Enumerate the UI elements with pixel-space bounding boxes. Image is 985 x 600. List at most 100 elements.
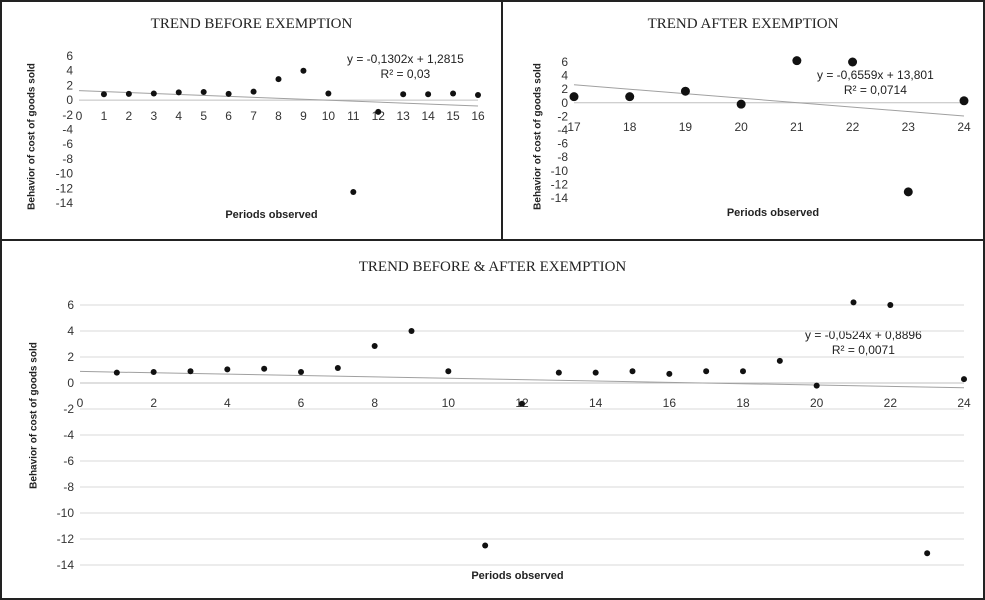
x-tick-label: 16 [663, 396, 677, 410]
data-point [175, 89, 182, 96]
x-tick-label: 2 [150, 396, 157, 410]
data-point [275, 76, 282, 83]
x-tick-label: 15 [446, 109, 460, 123]
x-tick-label: 2 [126, 109, 133, 123]
x-tick-label: 7 [250, 109, 257, 123]
x-tick-label: 10 [322, 109, 336, 123]
y-tick-label: -6 [557, 137, 568, 151]
trend-equation: y = -0,1302x + 1,2815 R² = 0,03 [347, 52, 464, 82]
y-tick-label: -8 [63, 480, 74, 494]
data-point [887, 302, 894, 308]
x-tick-label: 23 [902, 120, 916, 134]
x-tick-label: 0 [77, 396, 84, 410]
data-point [350, 188, 357, 195]
data-point [125, 90, 132, 97]
x-tick-label: 4 [175, 109, 182, 123]
data-point [298, 368, 304, 375]
data-point [150, 90, 157, 97]
y-tick-label: -4 [63, 428, 74, 442]
data-point [592, 369, 599, 376]
y-tick-label: -10 [57, 506, 75, 520]
data-point [300, 67, 307, 74]
data-point [792, 56, 802, 66]
data-point [625, 92, 635, 102]
x-tick-label: 13 [397, 109, 411, 123]
x-axis-label: Periods observed [471, 570, 564, 582]
data-point [555, 369, 562, 376]
y-tick-label: -8 [62, 152, 73, 166]
data-point [371, 342, 378, 349]
y-tick-label: -4 [62, 123, 73, 137]
y-tick-label: 0 [66, 93, 73, 107]
x-tick-label: 11 [347, 109, 360, 123]
data-point [924, 550, 931, 557]
data-point [150, 368, 157, 375]
data-point [903, 187, 913, 197]
chart-title: TREND AFTER EXEMPTION [647, 16, 839, 32]
data-point [680, 86, 690, 96]
y-tick-label: -2 [62, 108, 73, 122]
data-point [740, 368, 746, 375]
y-tick-label: -12 [551, 177, 569, 191]
data-point [475, 91, 481, 98]
data-point [400, 91, 407, 98]
data-point [848, 57, 858, 67]
r-squared-text: R² = 0,0071 [831, 343, 895, 357]
data-point [736, 99, 746, 109]
r-squared-text: R² = 0,0714 [843, 83, 907, 97]
y-tick-label: 2 [67, 350, 74, 364]
data-point [813, 382, 820, 389]
data-point [408, 328, 415, 334]
y-tick-label: -4 [557, 123, 568, 137]
chart-plot-combined: 6420-2-4-6-8-10-12-140246810121416182022… [57, 298, 971, 572]
y-tick-label: -2 [557, 109, 568, 123]
data-point [325, 90, 332, 97]
data-point [629, 368, 636, 375]
data-point [519, 400, 525, 407]
chart-panel-combined: TREND BEFORE & AFTER EXEMPTION Behavior … [0, 239, 985, 600]
data-point [450, 90, 457, 97]
y-tick-label: -8 [557, 150, 568, 164]
r-squared-text: R² = 0,03 [380, 67, 431, 81]
x-tick-label: 20 [810, 396, 824, 410]
y-tick-label: 4 [561, 69, 568, 83]
y-tick-label: -6 [62, 137, 73, 151]
equation-text: y = -0,1302x + 1,2815 [347, 52, 464, 66]
x-axis-label: Periods observed [225, 209, 318, 221]
data-point [375, 108, 382, 115]
y-tick-label: -2 [63, 402, 74, 416]
x-tick-label: 22 [884, 396, 898, 410]
y-tick-label: 0 [561, 96, 568, 110]
x-tick-label: 12 [372, 109, 386, 123]
x-tick-label: 17 [567, 120, 581, 134]
x-tick-label: 21 [790, 120, 804, 134]
y-tick-label: -12 [57, 532, 75, 546]
data-point [425, 91, 432, 98]
data-point [959, 96, 969, 106]
data-point [666, 370, 673, 377]
equation-text: y = -0,6559x + 13,801 [817, 68, 934, 82]
x-tick-label: 0 [76, 109, 83, 123]
data-point [200, 89, 207, 96]
data-point [703, 368, 710, 375]
y-tick-label: 6 [66, 49, 73, 63]
chart-title: TREND BEFORE & AFTER EXEMPTION [358, 259, 627, 275]
x-tick-label: 24 [957, 120, 971, 134]
data-point [850, 299, 857, 306]
x-tick-label: 9 [300, 109, 307, 123]
x-tick-label: 6 [225, 109, 232, 123]
y-tick-label: -12 [56, 181, 74, 195]
x-tick-label: 14 [421, 109, 435, 123]
data-point [250, 88, 257, 95]
chart-title: TREND BEFORE EXEMPTION [150, 16, 353, 32]
x-tick-label: 5 [200, 109, 207, 123]
chart-panel-before: TREND BEFORE EXEMPTION Behavior of cost … [0, 0, 503, 241]
trend-equation: y = -0,6559x + 13,801 R² = 0,0714 [817, 68, 934, 98]
x-tick-label: 6 [298, 396, 305, 410]
x-tick-label: 24 [957, 396, 971, 410]
data-point [224, 366, 231, 373]
y-tick-label: 4 [67, 324, 74, 338]
data-point [261, 365, 268, 372]
data-point [100, 91, 107, 98]
